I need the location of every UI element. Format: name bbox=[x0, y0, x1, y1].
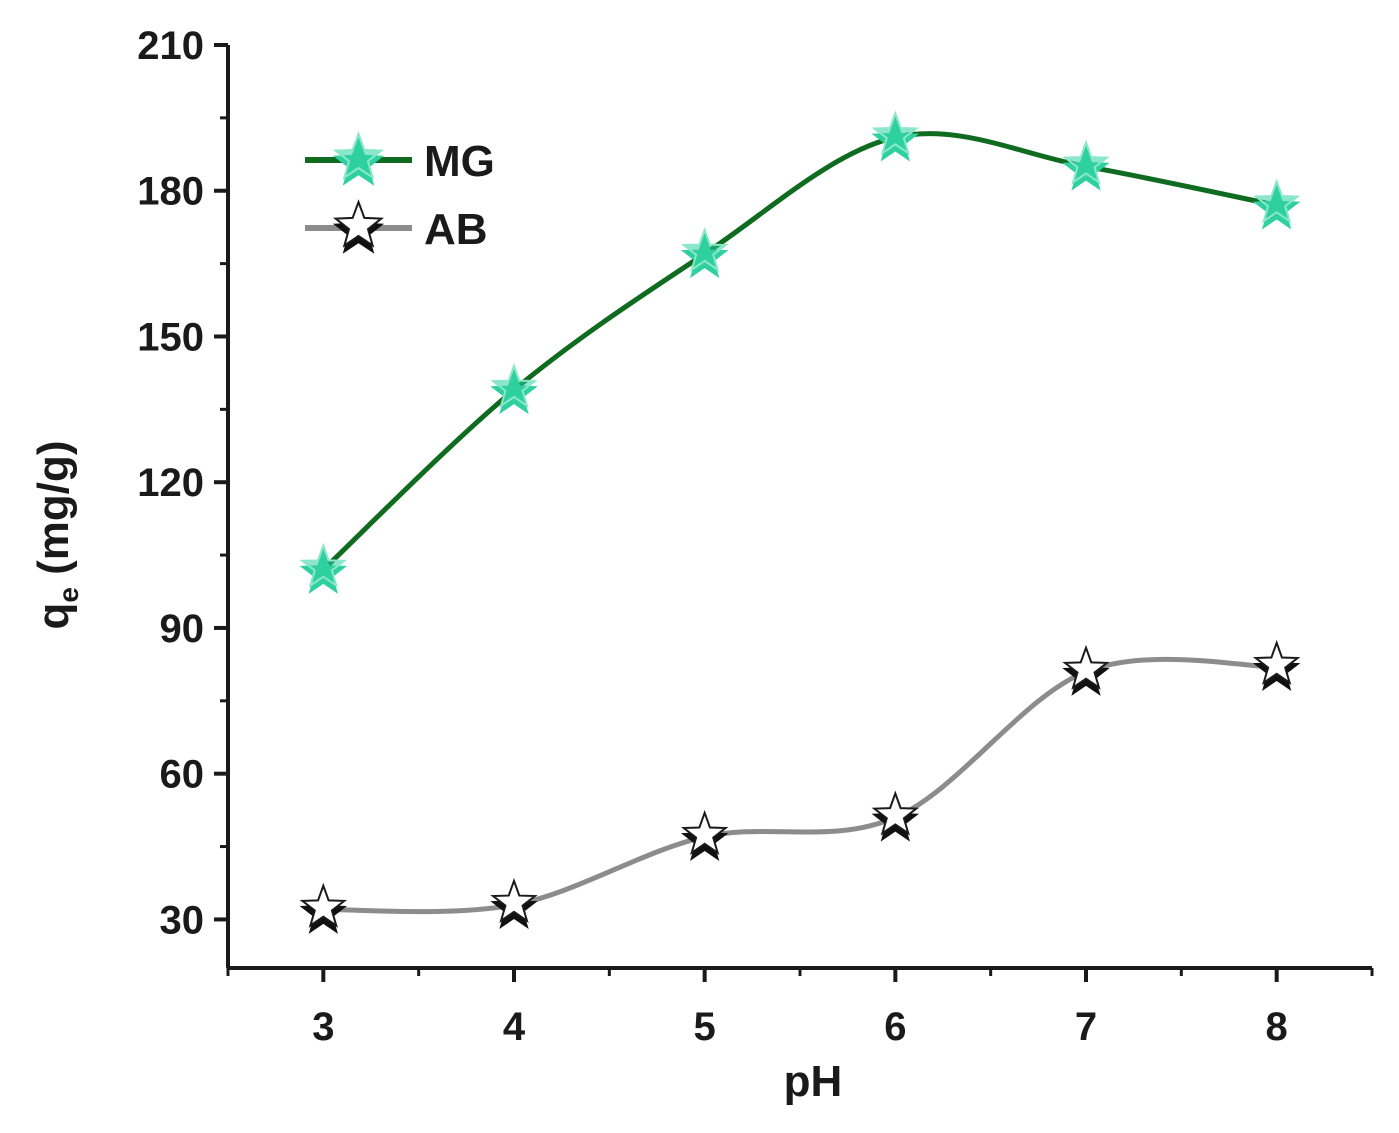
series-ab-marker bbox=[490, 877, 538, 924]
series-ab-line bbox=[323, 656, 1277, 915]
x-tick-label: 8 bbox=[1266, 1005, 1288, 1049]
y-tick-label: 60 bbox=[160, 753, 205, 797]
y-axis-title-subscript: e bbox=[53, 587, 84, 603]
legend-ab-marker bbox=[332, 199, 385, 248]
legend-item-mg: MG bbox=[305, 131, 495, 186]
series-ab-marker bbox=[299, 882, 348, 928]
series-ab-marker bbox=[1252, 639, 1301, 686]
series-mg-marker bbox=[680, 226, 729, 273]
x-axis-title: pH bbox=[784, 1057, 843, 1106]
series-ab-marker bbox=[680, 809, 729, 856]
series-mg-marker bbox=[1252, 178, 1301, 224]
legend-ab-label: AB bbox=[424, 205, 488, 254]
legend: MG AB bbox=[305, 131, 495, 254]
series-mg-marker bbox=[1062, 139, 1110, 185]
series-mg-marker bbox=[299, 542, 348, 588]
y-tick-label: 120 bbox=[137, 461, 204, 505]
legend-mg-label: MG bbox=[424, 137, 495, 186]
y-tick-label: 150 bbox=[137, 315, 204, 359]
series-ab-marker bbox=[871, 790, 920, 836]
legend-item-ab: AB bbox=[305, 199, 488, 254]
legend-mg-marker bbox=[332, 131, 385, 180]
y-tick-label: 180 bbox=[137, 170, 204, 214]
series-mg-marker bbox=[490, 362, 538, 409]
y-axis-title: qe (mg/g) bbox=[29, 440, 84, 629]
series-mg-marker bbox=[871, 110, 920, 156]
y-tick-label: 30 bbox=[160, 898, 205, 942]
series-mg-line bbox=[321, 131, 1278, 572]
y-axis-title-main: q bbox=[29, 603, 78, 630]
series-ab bbox=[299, 639, 1301, 934]
y-tick-label: 90 bbox=[160, 607, 205, 651]
x-tick-label: 5 bbox=[694, 1005, 716, 1049]
x-tick-label: 7 bbox=[1075, 1005, 1097, 1049]
series-layer bbox=[299, 110, 1301, 934]
y-axis-title-unit: (mg/g) bbox=[29, 440, 78, 587]
x-tick-label: 4 bbox=[503, 1005, 526, 1049]
series-mg bbox=[299, 110, 1301, 594]
y-tick-label: 210 bbox=[137, 24, 204, 68]
x-tick-label: 3 bbox=[312, 1005, 334, 1049]
series-ab-marker bbox=[1062, 644, 1110, 690]
x-tick-label: 6 bbox=[884, 1005, 906, 1049]
axes-layer: 30 60 90 120 150 180 210 3 4 5 6 7 8 bbox=[137, 24, 1374, 1049]
